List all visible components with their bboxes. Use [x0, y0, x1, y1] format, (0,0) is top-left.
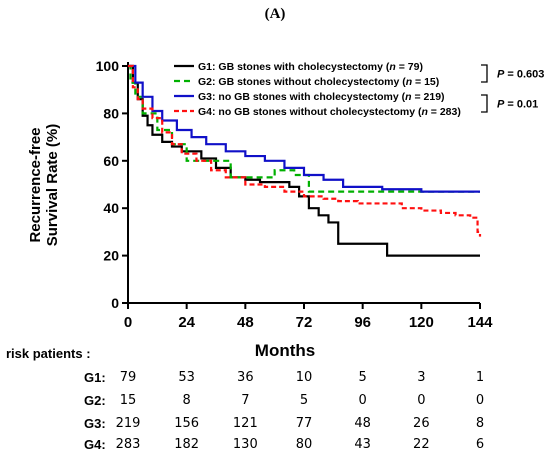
risk-cell: 182 — [174, 437, 200, 452]
legend-label-g2: G2: GB stones without cholecystectomy (n… — [198, 76, 439, 88]
x-tick-label: 144 — [467, 314, 493, 331]
legend-label-g1: G1: GB stones with cholecystectomy (n = … — [198, 61, 423, 73]
risk-cell: 283 — [115, 437, 141, 452]
x-tick-label: 72 — [296, 314, 313, 331]
risk-cell: 5 — [358, 370, 367, 385]
risk-cell: 7 — [241, 393, 250, 408]
y-tick-label: 100 — [96, 58, 120, 74]
risk-cell: 0 — [417, 393, 426, 408]
risk-row-label: G3: — [84, 416, 106, 431]
y-tick-label: 0 — [111, 295, 119, 311]
y-tick-label: 20 — [103, 248, 119, 264]
risk-cell: 79 — [119, 370, 137, 385]
panel-label: (A) — [264, 6, 286, 22]
risk-row-label: G4: — [84, 437, 106, 452]
x-tick-label: 0 — [124, 314, 132, 331]
y-tick-label: 60 — [103, 153, 119, 169]
legend-label-g4: G4: no GB stones without cholecystectomy… — [198, 106, 461, 118]
series-line-g4 — [128, 64, 482, 237]
pvalue-label: P = 0.603 — [497, 69, 544, 81]
risk-cell: 219 — [115, 416, 141, 431]
x-tick-label: 120 — [409, 314, 434, 331]
risk-cell: 43 — [354, 437, 371, 452]
survival-chart: 0 20 40 60 80 100 0 24 48 72 96 120 144 G1: GB stones… — [96, 58, 545, 331]
risk-cell: 8 — [182, 393, 191, 408]
risk-cell: 5 — [299, 393, 309, 408]
x-tick-label: 96 — [354, 314, 371, 331]
risk-row-label: G2: — [84, 393, 106, 408]
risk-cell: 48 — [354, 416, 371, 431]
risk-table-title: risk patients : — [6, 346, 91, 361]
risk-cell: 0 — [475, 393, 485, 408]
risk-cell: 8 — [475, 416, 485, 431]
y-tick-label: 80 — [103, 105, 119, 121]
x-tick-label: 24 — [178, 314, 195, 331]
risk-cell: 6 — [475, 437, 485, 452]
risk-cell: 156 — [174, 416, 200, 431]
risk-cell: 10 — [295, 370, 313, 385]
risk-cell: 80 — [295, 437, 313, 452]
series-line-g3 — [128, 64, 480, 193]
pvalue-label: P = 0.01 — [497, 99, 538, 111]
risk-cell: 15 — [119, 393, 137, 408]
risk-cell: 53 — [178, 370, 195, 385]
pvalue-bracket — [481, 94, 488, 113]
risk-cell: 26 — [413, 416, 430, 431]
risk-cell: 3 — [417, 370, 426, 385]
x-tick-label: 48 — [237, 314, 254, 331]
risk-cell: 36 — [237, 370, 254, 385]
risk-cell: 130 — [232, 437, 258, 452]
risk-cell: 0 — [358, 393, 367, 408]
legend-label-g3: G3: no GB stones with cholecystectomy (n… — [198, 91, 445, 103]
x-axis-label: Months — [254, 341, 316, 360]
pvalue-bracket — [481, 64, 488, 83]
risk-cell: 22 — [413, 437, 430, 452]
risk-row-label: G1: — [84, 370, 106, 385]
risk-cell: 77 — [295, 416, 313, 431]
risk-cell: 121 — [232, 416, 258, 431]
risk-cell: 1 — [475, 370, 485, 385]
y-tick-label: 40 — [103, 200, 119, 216]
